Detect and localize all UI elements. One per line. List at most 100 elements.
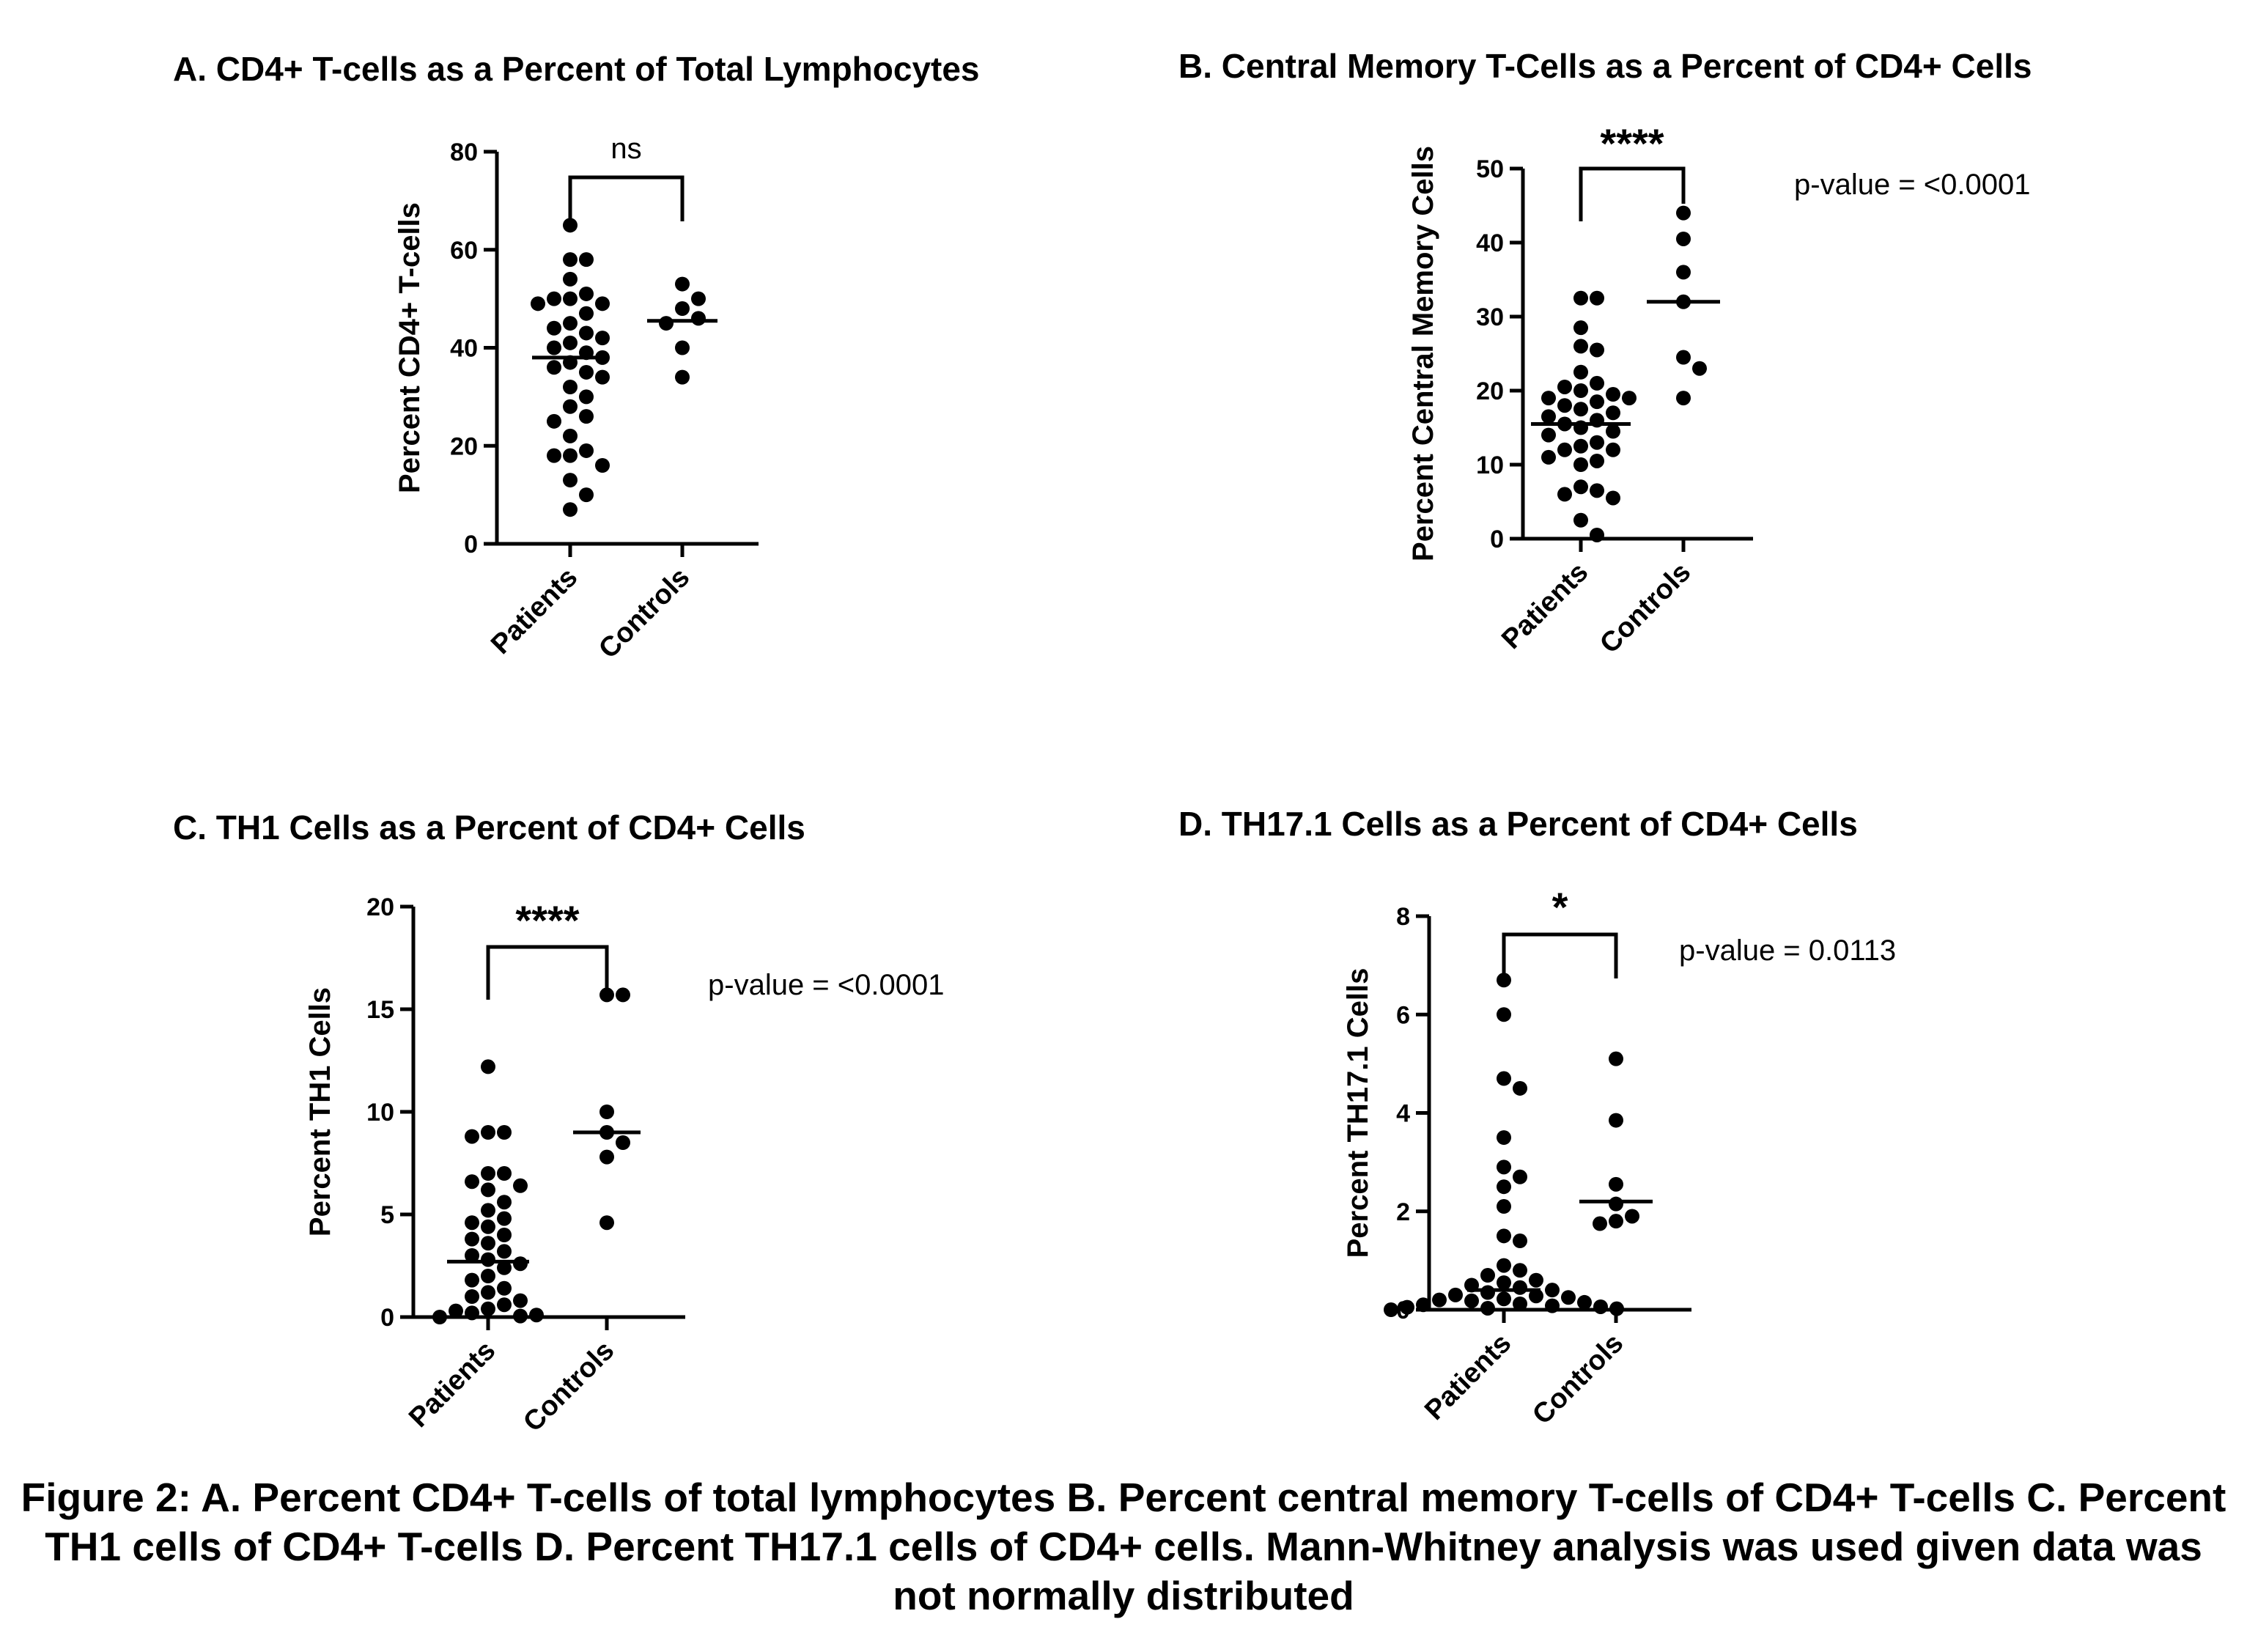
panel-a-y-tick-label: 60 — [450, 237, 478, 265]
panel-b-point-patients — [1541, 409, 1556, 424]
panel-d-p-value: p-value = 0.0113 — [1679, 934, 1896, 967]
panel-b-point-patients — [1590, 394, 1604, 410]
panel-d-point-patients — [1497, 1228, 1511, 1244]
panel-c-point-patients — [497, 1280, 512, 1296]
panel-d-point-patients — [1561, 1290, 1576, 1305]
panel-a-point-controls — [675, 369, 690, 385]
panel-c-point-controls — [599, 1215, 614, 1231]
panel-a-point-patients — [563, 335, 578, 350]
panel-c-point-patients — [465, 1215, 479, 1231]
panel-b-point-controls — [1692, 361, 1707, 376]
panel-a-point-controls — [691, 291, 706, 306]
panel-a-point-patients — [595, 369, 610, 385]
panel-d-point-controls — [1609, 1214, 1623, 1229]
panel-c-x-label-controls: Controls — [517, 1335, 620, 1437]
panel-c-point-patients — [481, 1252, 495, 1267]
panel-d-point-patients — [1497, 1159, 1511, 1175]
panel-b-point-patients — [1573, 383, 1588, 398]
panel-c-point-patients — [497, 1228, 512, 1242]
panel-c-point-controls — [616, 1135, 630, 1150]
panel-a-point-controls — [691, 311, 706, 326]
panel-a-point-controls — [675, 340, 690, 355]
panel-d-point-controls — [1609, 1051, 1623, 1066]
panel-b-title: B. Central Memory T-Cells as a Percent o… — [1178, 47, 2032, 85]
panel-b-point-patients — [1557, 487, 1572, 502]
panel-b-point-controls — [1676, 391, 1691, 406]
panel-d-point-controls — [1609, 1176, 1623, 1192]
panel-b-point-patients — [1606, 387, 1620, 402]
panel-d-point-patients — [1497, 1291, 1511, 1307]
panel-c-point-controls — [616, 987, 630, 1003]
panel-d-point-patients — [1480, 1268, 1495, 1283]
panel-c-point-patients — [497, 1195, 512, 1210]
panel-d-point-controls — [1593, 1216, 1607, 1231]
panel-a-title: A. CD4+ T-cells as a Percent of Total Ly… — [173, 50, 980, 88]
panel-c-point-patients — [513, 1178, 528, 1193]
panel-c-point-patients — [465, 1305, 479, 1321]
panel-d-point-patients — [1384, 1302, 1398, 1317]
panel-c-point-patients — [465, 1231, 479, 1247]
panel-d-point-patients — [1513, 1169, 1527, 1184]
panel-c-point-patients — [481, 1182, 495, 1198]
panel-b-point-patients — [1606, 490, 1620, 506]
panel-b-point-patients — [1590, 527, 1604, 542]
panel-b-point-patients — [1622, 391, 1637, 406]
panel-c-point-patients — [481, 1301, 495, 1316]
panel-b-point-patients — [1590, 453, 1604, 468]
panel-d-point-patients — [1464, 1293, 1479, 1308]
panel-c-point-patients — [481, 1125, 495, 1140]
panel-c-title: C. TH1 Cells as a Percent of CD4+ Cells — [173, 808, 805, 847]
panel-d-point-patients — [1513, 1296, 1527, 1311]
panel-c-point-patients — [449, 1303, 463, 1319]
panel-c-point-patients — [513, 1293, 528, 1308]
panel-d-point-patients — [1529, 1288, 1543, 1304]
panel-b-p-value: p-value = <0.0001 — [1794, 169, 2030, 201]
panel-d-point-patients — [1545, 1283, 1560, 1298]
panel-d-point-patients — [1545, 1298, 1560, 1313]
panel-c-point-controls — [599, 1149, 614, 1165]
panel-c-point-patients — [497, 1211, 512, 1226]
panel-d-significance-label: * — [1552, 884, 1568, 930]
panel-a-point-patients — [579, 389, 594, 405]
figure-caption: Figure 2: A. Percent CD4+ T-cells of tot… — [21, 1475, 2226, 1618]
panel-d-y-label: Percent TH17.1 Cells — [1342, 968, 1374, 1258]
panel-b-point-patients — [1573, 320, 1588, 336]
panel-b-x-label-patients: Patients — [1496, 557, 1594, 655]
figure-panels: A. CD4+ T-cells as a Percent of Total Ly… — [173, 47, 2032, 1437]
panel-c-point-patients — [497, 1166, 512, 1181]
panel-a-point-controls — [675, 301, 690, 316]
panel-d-point-patients — [1497, 1199, 1511, 1214]
panel-a-point-patients — [595, 331, 610, 346]
panel-a-y-tick-label: 40 — [450, 335, 478, 363]
panel-a-y-tick-label: 20 — [450, 432, 478, 460]
panel-c-point-patients — [465, 1129, 479, 1144]
panel-b-point-patients — [1573, 402, 1588, 417]
panel-a-point-patients — [563, 502, 578, 517]
panel-c-y-tick-label: 10 — [366, 1099, 394, 1126]
panel-c-point-patients — [465, 1272, 479, 1288]
panel-a-point-patients — [563, 380, 578, 394]
panel-c-point-patients — [481, 1236, 495, 1251]
panel-c-y-tick-label: 0 — [380, 1304, 394, 1332]
panel-b-y-tick-label: 10 — [1476, 451, 1504, 479]
panel-b-point-controls — [1676, 205, 1691, 221]
panel-d-point-patients — [1513, 1263, 1527, 1278]
panel-d-point-patients — [1577, 1294, 1592, 1310]
panel-b-point-patients — [1557, 442, 1572, 457]
panel-a-point-patients — [563, 291, 578, 306]
panel-a-point-patients — [579, 409, 594, 424]
panel-b-y-tick-label: 20 — [1476, 377, 1504, 405]
panel-b-y-tick-label: 50 — [1476, 155, 1504, 183]
panel-d-point-patients — [1609, 1301, 1624, 1316]
panel-c-point-patients — [497, 1125, 512, 1140]
panel-b-y-label: Percent Central Memory Cells — [1407, 146, 1439, 561]
panel-c-point-patients — [481, 1285, 495, 1300]
panel-c-y-tick-label: 15 — [366, 996, 394, 1024]
panel-b-significance-label: **** — [1600, 120, 1664, 166]
panel-d-point-patients — [1416, 1297, 1431, 1313]
panel-b-point-patients — [1573, 479, 1588, 495]
panel-a-point-patients — [563, 316, 578, 331]
panel-d-point-patients — [1480, 1285, 1495, 1300]
panel-b-point-patients — [1573, 457, 1588, 472]
panel-a-point-patients — [579, 286, 594, 301]
